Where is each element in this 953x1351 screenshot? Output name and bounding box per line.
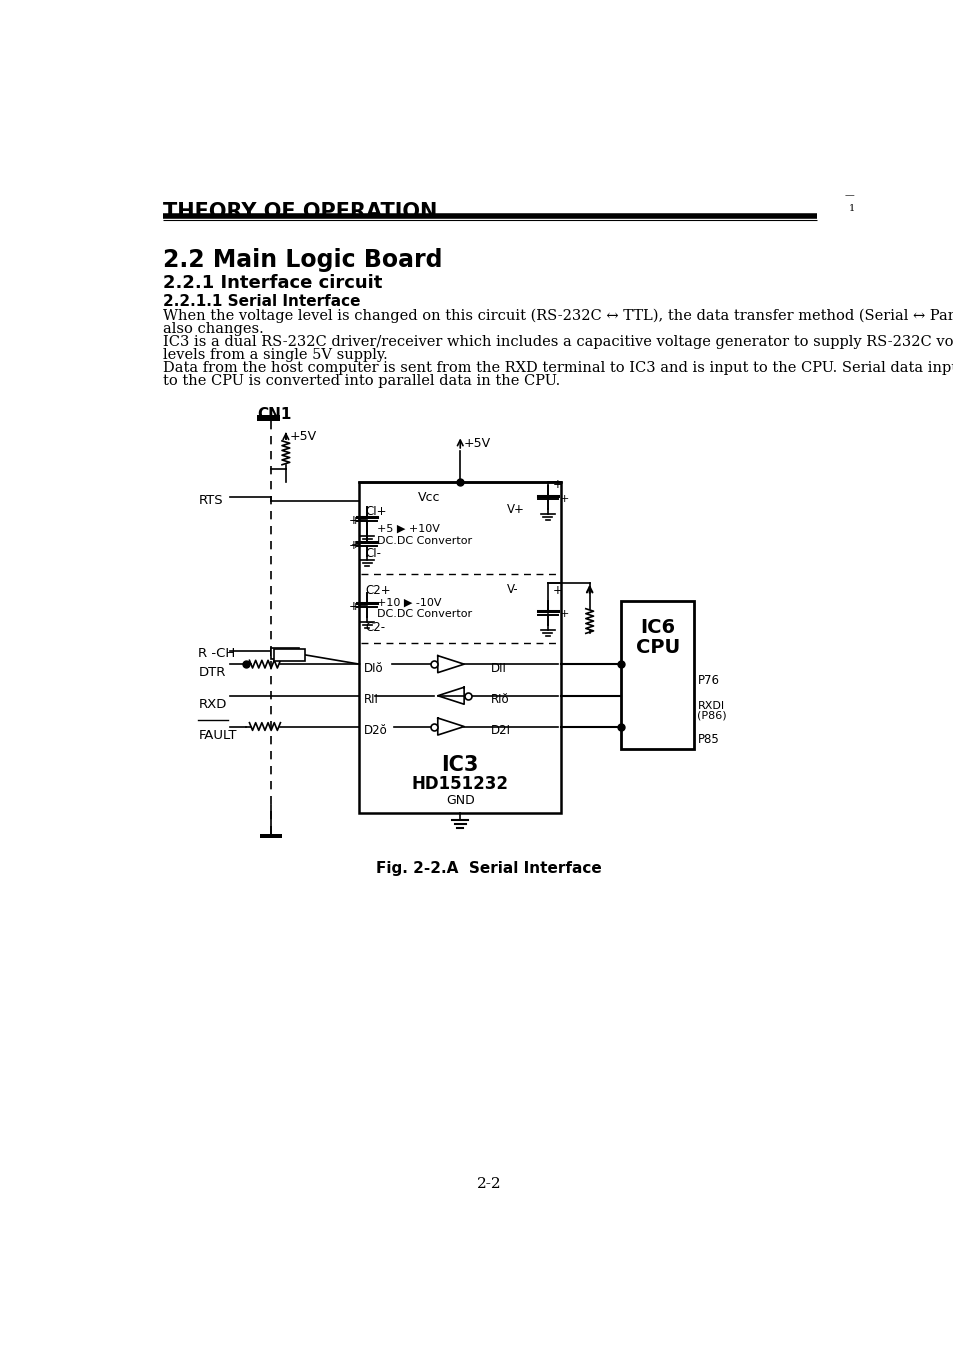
Text: D2I: D2I: [491, 724, 511, 738]
Text: +5 ▶ +10V: +5 ▶ +10V: [376, 524, 439, 534]
Text: Data from the host computer is sent from the RXD terminal to IC3 and is input to: Data from the host computer is sent from…: [163, 361, 953, 374]
Text: CPU: CPU: [635, 638, 679, 657]
Text: HD151232: HD151232: [412, 775, 508, 793]
Text: Fig. 2-2.A  Serial Interface: Fig. 2-2.A Serial Interface: [375, 862, 601, 877]
Text: RXD: RXD: [198, 698, 227, 711]
Bar: [257, 416, 280, 422]
Bar: [274, 648, 305, 661]
Text: RXDI: RXDI: [697, 701, 723, 711]
Text: 2-2: 2-2: [476, 1177, 500, 1192]
Text: 2.2.1 Interface circuit: 2.2.1 Interface circuit: [163, 274, 382, 292]
Text: FAULT: FAULT: [198, 728, 236, 742]
Text: DII: DII: [491, 662, 507, 676]
Text: to the CPU is converted into parallel data in the CPU.: to the CPU is converted into parallel da…: [163, 374, 560, 388]
Text: Vcc: Vcc: [417, 490, 439, 504]
Text: +10 ▶ -10V: +10 ▶ -10V: [376, 597, 440, 607]
Text: 2.2 Main Logic Board: 2.2 Main Logic Board: [163, 249, 442, 273]
Text: IC6: IC6: [639, 617, 675, 636]
Text: +: +: [558, 609, 568, 620]
Text: CI+: CI+: [365, 505, 387, 517]
Text: P76: P76: [697, 674, 719, 688]
Text: levels from a single 5V supply.: levels from a single 5V supply.: [163, 347, 388, 362]
Text: +: +: [348, 513, 358, 527]
Text: R -CH: R -CH: [198, 647, 235, 661]
Text: CN1: CN1: [257, 407, 292, 422]
Text: DIŏ: DIŏ: [364, 662, 383, 676]
Text: DC.DC Convertor: DC.DC Convertor: [376, 536, 471, 546]
Bar: [359, 482, 560, 813]
Text: P85: P85: [697, 734, 719, 747]
Text: THEORY OF OPERATION: THEORY OF OPERATION: [163, 203, 437, 222]
Text: V+: V+: [506, 503, 524, 516]
Text: +5V: +5V: [464, 436, 491, 450]
Text: IC3: IC3: [441, 755, 478, 775]
Text: When the voltage level is changed on this circuit (RS-232C ↔ TTL), the data tran: When the voltage level is changed on thi…: [163, 308, 953, 323]
Bar: [620, 601, 694, 748]
Text: IC3 is a dual RS-232C driver/receiver which includes a capacitive voltage genera: IC3 is a dual RS-232C driver/receiver wh…: [163, 335, 953, 349]
Text: RTS: RTS: [198, 494, 223, 507]
Text: C2+: C2+: [365, 584, 391, 597]
Text: +: +: [553, 584, 562, 597]
Text: also changes.: also changes.: [163, 322, 264, 335]
Text: CI-: CI-: [365, 547, 381, 561]
Text: GND: GND: [445, 793, 475, 807]
Bar: [260, 834, 282, 838]
Bar: [271, 648, 298, 659]
Text: +: +: [348, 600, 358, 613]
Text: —: —: [843, 192, 854, 200]
Text: C2-: C2-: [365, 621, 385, 634]
Text: +: +: [351, 516, 360, 526]
Text: DTR: DTR: [198, 666, 226, 680]
Text: 2.2.1.1 Serial Interface: 2.2.1.1 Serial Interface: [163, 293, 360, 309]
Text: D2ŏ: D2ŏ: [364, 724, 388, 738]
Text: +: +: [558, 494, 568, 504]
Text: 1: 1: [848, 204, 855, 213]
Text: RII: RII: [364, 693, 378, 707]
Text: +5V: +5V: [290, 430, 316, 443]
Text: V-: V-: [506, 584, 517, 596]
Text: +: +: [553, 478, 562, 490]
Text: DC.DC Convertor: DC.DC Convertor: [376, 609, 471, 620]
Text: +: +: [351, 540, 360, 550]
Text: +: +: [351, 601, 360, 612]
Text: (P86): (P86): [697, 711, 726, 720]
Text: RIŏ: RIŏ: [491, 693, 509, 707]
Text: +: +: [348, 539, 358, 551]
